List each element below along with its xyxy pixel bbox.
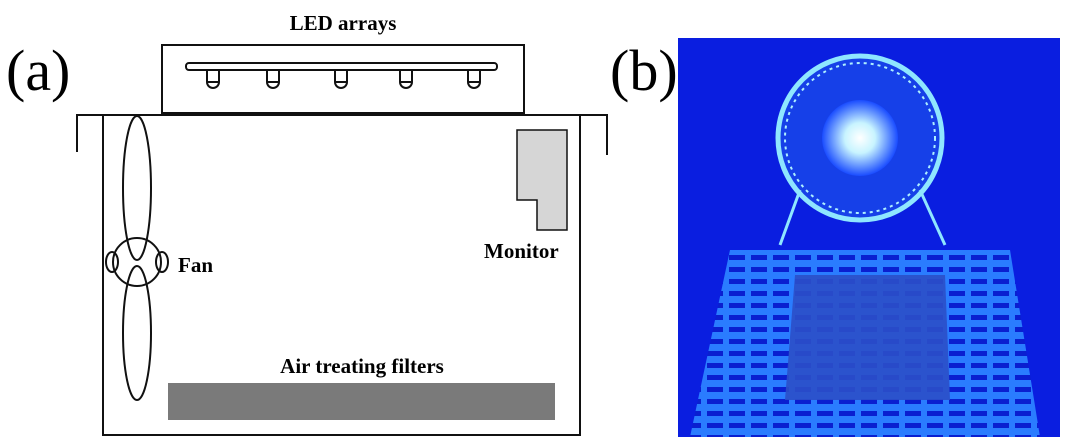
- monitor-label: Monitor: [484, 239, 559, 263]
- figure: (a) LED arrays Fan Monitor Air treating …: [0, 0, 1068, 437]
- panel-label: (b): [610, 38, 678, 103]
- fan: [106, 116, 168, 400]
- filters: [168, 383, 555, 420]
- led-label: LED arrays: [290, 11, 397, 35]
- panel-label: (a): [6, 38, 70, 103]
- led-box: [162, 45, 524, 113]
- fan-label: Fan: [178, 253, 213, 277]
- photo: [678, 38, 1060, 437]
- monitor: [517, 130, 567, 230]
- filters-label: Air treating filters: [280, 354, 444, 378]
